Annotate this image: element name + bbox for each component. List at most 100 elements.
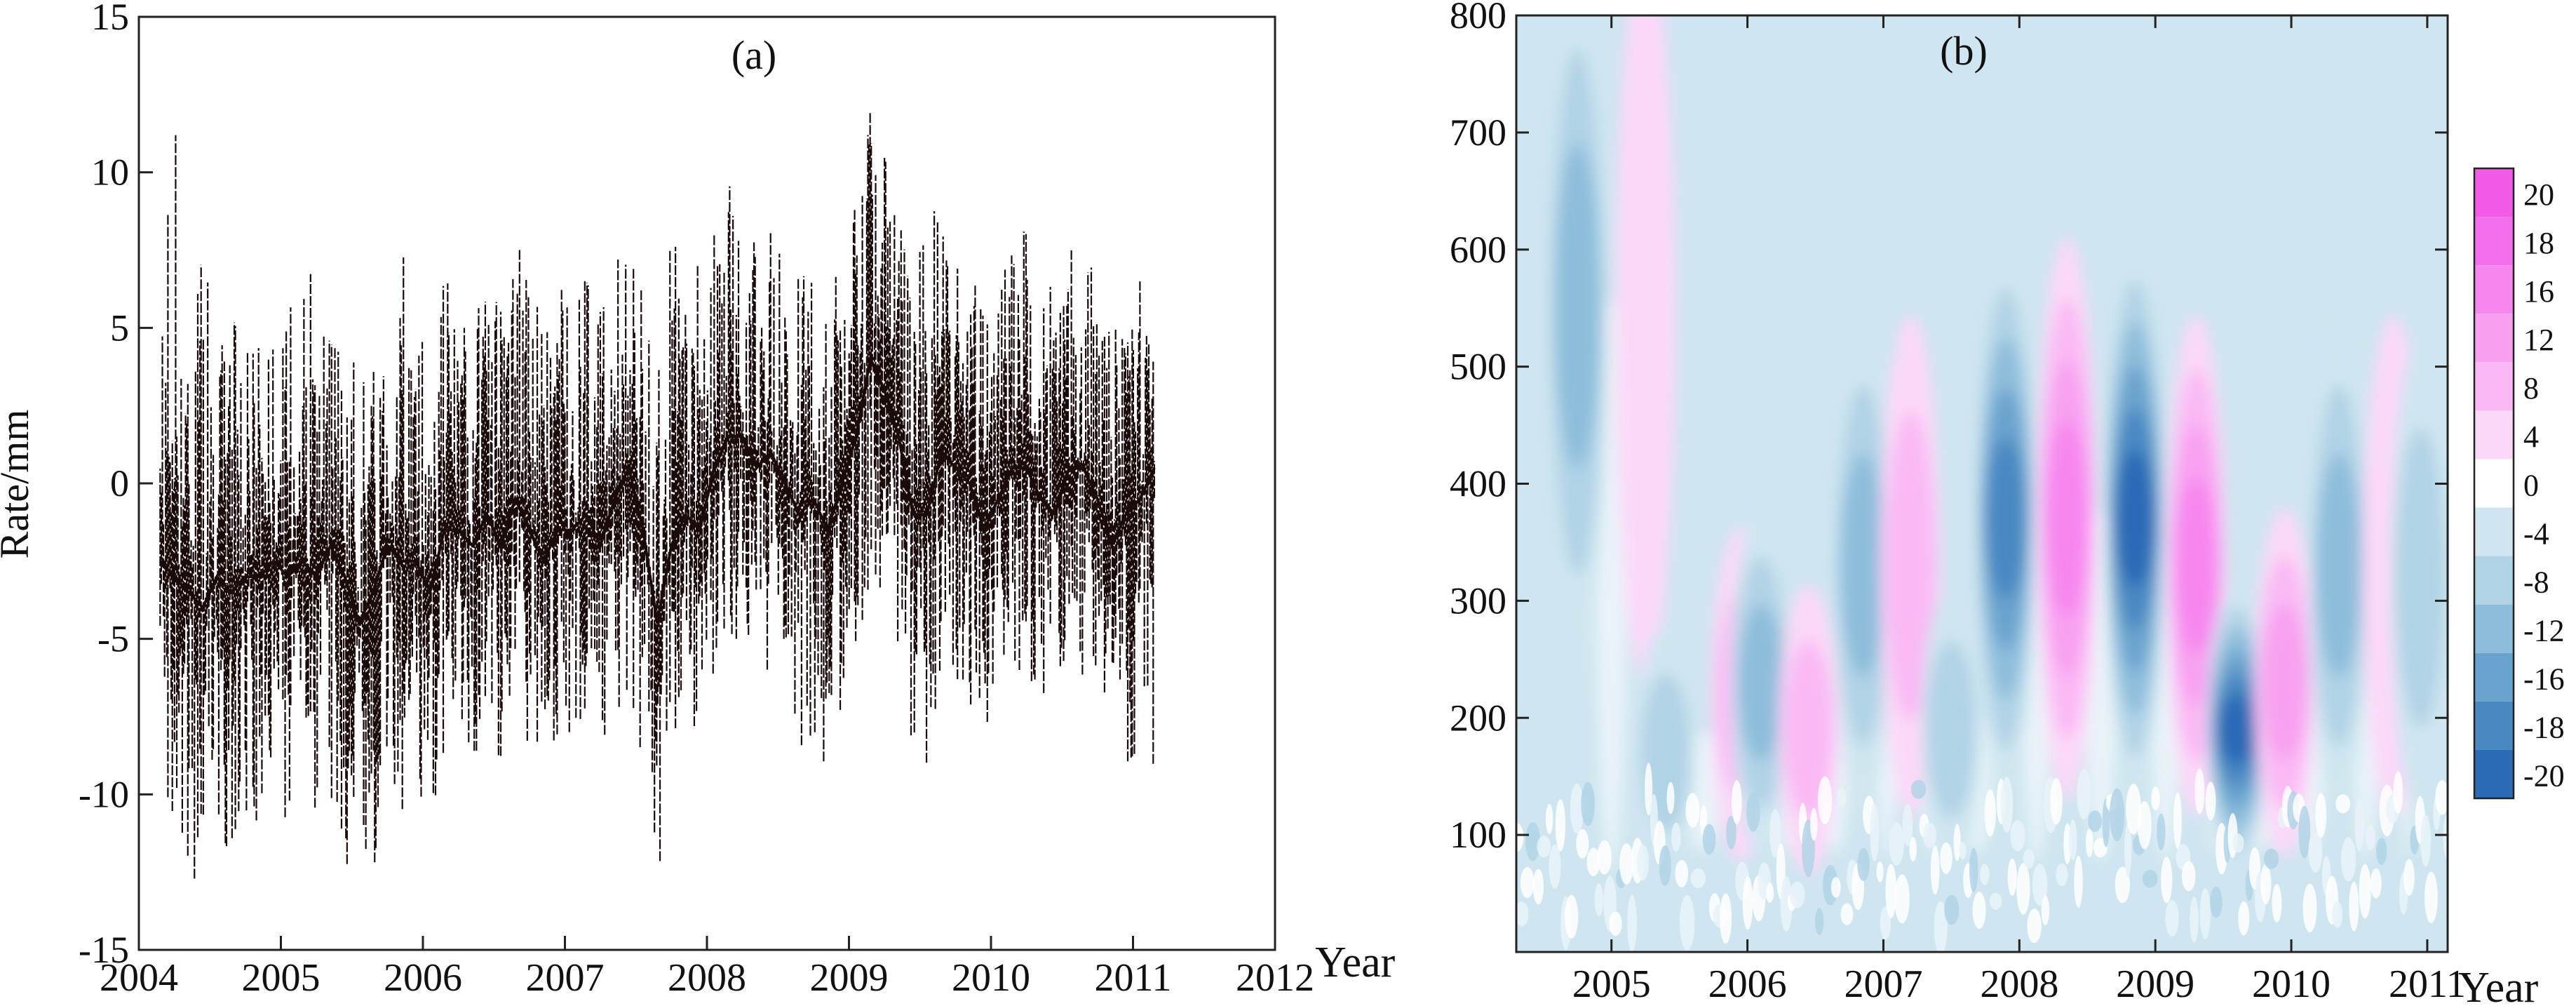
- panel-b-y-tick-label: 100: [1450, 814, 1506, 856]
- panel-b-texture-cell: [1876, 861, 1884, 883]
- panel-b-contour-negative: [1840, 454, 1886, 678]
- panel-b-texture-cell: [2142, 869, 2158, 888]
- panel-b-texture-cell: [1520, 866, 1535, 899]
- panel-b-colorbar-label: 16: [2523, 274, 2554, 309]
- panel-b-texture-cell: [2074, 855, 2083, 908]
- panel-b-texture-cell: [1769, 809, 1781, 858]
- panel-b-colorbar-cell: [2474, 362, 2514, 411]
- panel-b-texture-cell: [2403, 859, 2415, 896]
- panel-a-y-axis-label: Rate/mm: [0, 410, 37, 559]
- panel-b-colorbar-cell: [2474, 314, 2514, 363]
- panel-b-y-tick-label: 500: [1450, 346, 1506, 388]
- panel-b-colorbar-cell: [2474, 556, 2514, 605]
- panel-b-texture-cell: [1645, 763, 1653, 816]
- panel-b-contour-positive: [2262, 605, 2307, 761]
- panel-b-texture-cell: [2151, 786, 2160, 811]
- panel-b-texture-cell: [1586, 847, 1600, 877]
- panel-b-texture-cell: [2161, 857, 2173, 904]
- panel-a-x-axis-label: Year: [1315, 939, 1396, 986]
- panel-b-colorbar-label: 8: [2523, 371, 2539, 405]
- panel-b-texture-cell: [1516, 822, 1524, 852]
- panel-a-x-tick-label: 2009: [810, 956, 889, 1000]
- panel-b-y-tick-label: 200: [1450, 697, 1506, 739]
- panel-b-contour-negative: [2217, 694, 2257, 765]
- panel-b-texture-cell: [1726, 815, 1737, 850]
- panel-b-contour-positive: [1615, 15, 1675, 683]
- panel-b-texture-cell: [1746, 792, 1760, 832]
- panel-b-texture-cell: [2032, 864, 2048, 906]
- panel-b-texture-cell: [1702, 824, 1716, 855]
- panel-b-colorbar-label: -12: [2523, 614, 2565, 648]
- panel-b-texture-cell: [1720, 893, 1732, 944]
- panel-b-texture-cell: [1765, 883, 1774, 903]
- panel-b-texture-cell: [2260, 864, 2272, 905]
- panel-b-x-ticks: 2005 2006 2007 2008 2009 2010 2011: [1572, 15, 2466, 1006]
- panel-b-colorbar-cell: [2474, 217, 2514, 266]
- panel-a-x-ticks: 2004 2005 2006 2007 2008 2009 2010 2011 2012: [100, 936, 1314, 1000]
- panel-b-texture-cell: [2349, 881, 2359, 932]
- panel-b-y-tick-label: 600: [1450, 229, 1506, 271]
- panel-b-contour-negative: [1985, 438, 2026, 600]
- panel-b-texture-cell: [2332, 901, 2343, 929]
- panel-b-x-tick-label: 2009: [2116, 963, 2194, 1006]
- panel-b-texture-cell: [2210, 886, 2223, 918]
- panel-b-texture-cell: [2425, 871, 2438, 924]
- panel-b-contour-negative: [1738, 605, 1783, 761]
- panel-b-texture-cell: [1969, 847, 1978, 892]
- panel-b-texture-cell: [2157, 813, 2166, 851]
- panel-a-y-tick-label: 10: [91, 152, 129, 194]
- panel-b-texture-cell: [1597, 840, 1612, 875]
- panel-b-texture-cell: [1555, 799, 1566, 852]
- panel-a-series-line: [159, 354, 1156, 628]
- panel-b-texture-cell: [1732, 780, 1742, 825]
- panel-b-texture-cell: [2199, 887, 2211, 939]
- panel-b-texture-cell: [2000, 777, 2014, 833]
- panel-b-texture-cell: [1690, 868, 1706, 888]
- panel-b-texture-cell: [2181, 861, 2196, 892]
- panel-b-texture-cell: [2085, 829, 2093, 857]
- panel-b-texture-cell: [2137, 800, 2152, 850]
- panel-b-label: (b): [1940, 28, 1988, 74]
- panel-a-x-tick-label: 2012: [1236, 956, 1314, 1000]
- panel-b-contour-positive: [2175, 478, 2218, 653]
- panel-b-texture-cell: [2077, 768, 2091, 819]
- panel-b-colorbar-cell: [2474, 652, 2514, 702]
- panel-b-texture-cell: [1909, 836, 1917, 862]
- panel-b-texture-cell: [1894, 874, 1910, 924]
- panel-b-contour-features: [1547, 15, 2448, 883]
- panel-b-texture-cell: [2359, 864, 2371, 919]
- panel-b-texture-cell: [2263, 848, 2279, 870]
- panel-b-texture-cell: [1870, 803, 1880, 862]
- panel-b-texture-cell: [2016, 863, 2030, 915]
- panel-b-texture-cell: [1789, 881, 1805, 908]
- panel-b-texture-cell: [2010, 820, 2025, 852]
- panel-b-texture-cell: [2435, 780, 2448, 815]
- panel-b-texture-cell: [1984, 789, 1996, 837]
- panel-b-colorbar-cell: [2474, 749, 2514, 798]
- panel-b-texture-cell: [2205, 782, 2216, 821]
- panel-b-colorbar-label: -16: [2523, 662, 2565, 697]
- panel-b-texture-cell: [2308, 831, 2323, 873]
- panel-b-texture-cell: [2023, 848, 2035, 869]
- panel-b-texture-cell: [1934, 901, 1948, 952]
- panel-b-colorbar-cell: [2474, 507, 2514, 556]
- panel-b-texture-cell: [1830, 877, 1841, 898]
- panel-b-texture-cell: [1619, 843, 1634, 885]
- panel-b-texture-cell: [1671, 822, 1681, 852]
- panel-b-texture-cell: [1944, 894, 1960, 925]
- panel-b-texture-cell: [1627, 894, 1637, 952]
- panel-b-texture-cell: [1836, 787, 1847, 807]
- panel-b-texture-cell: [2194, 768, 2205, 814]
- panel-b-texture-cell: [1659, 845, 1671, 886]
- panel-b-texture-cell: [2335, 794, 2351, 814]
- panel-b-contour-negative: [1555, 143, 1600, 469]
- panel-b-texture-cell: [1980, 864, 1990, 885]
- panel-b-y-ticks: 100 200 300 400 500 600 700 800: [1450, 0, 2448, 856]
- panel-b-texture-cell: [1930, 845, 1940, 895]
- panel-b-colorbar-label: -18: [2523, 711, 2565, 745]
- panel-a-y-tick-label: 5: [110, 307, 129, 349]
- panel-b-colorbar: 20 18 16 12 8 4 0 -4 -8 -12 -16 -18 -20: [2473, 167, 2565, 800]
- panel-b-texture-cell: [1516, 901, 1529, 927]
- panel-b-texture-cell: [1902, 804, 1913, 847]
